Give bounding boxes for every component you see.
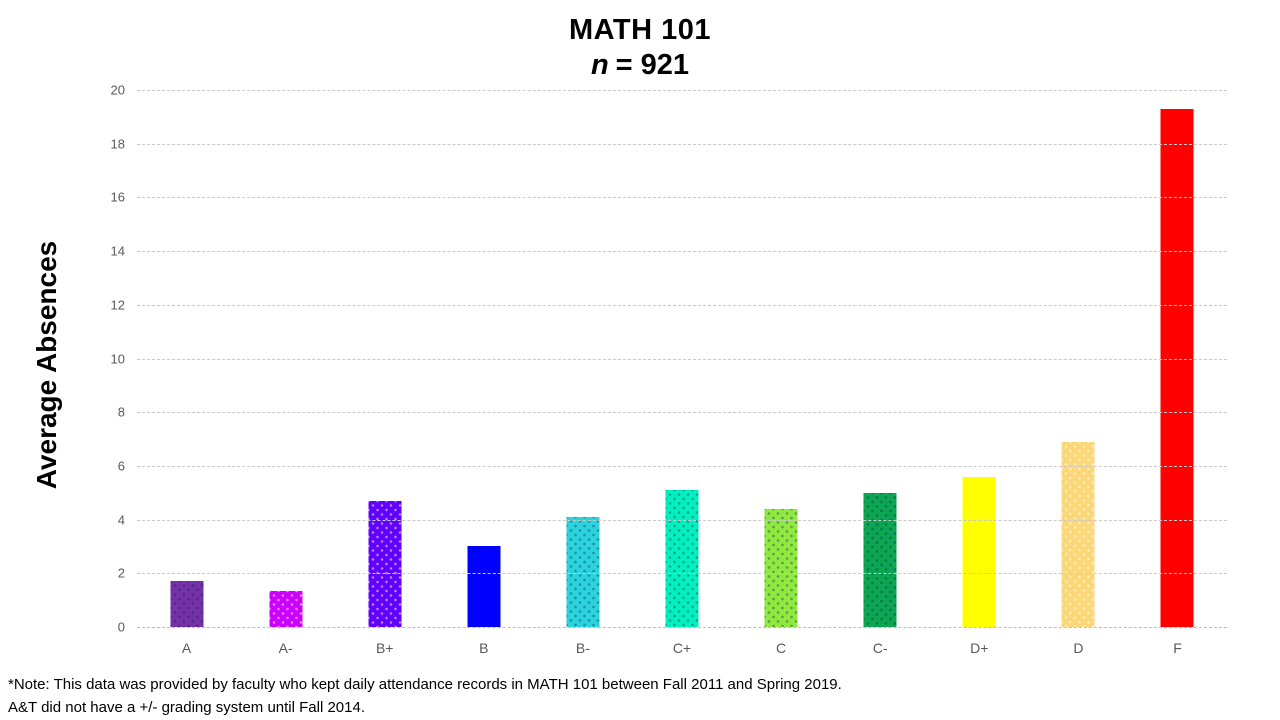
- x-axis-tick-label: D+: [970, 640, 989, 656]
- y-axis-tick-label: 20: [110, 82, 125, 98]
- category-slot: C: [732, 90, 831, 656]
- bar-bplus: [368, 500, 402, 627]
- bar-aminus: [269, 590, 303, 627]
- category-slot: C-: [831, 90, 930, 656]
- chart-title-block: MATH 101 n = 921: [0, 12, 1280, 82]
- bar-a: [170, 581, 204, 627]
- x-axis-tick-label: A: [181, 640, 192, 656]
- footnote: *Note: This data was provided by faculty…: [8, 673, 842, 719]
- category-slot: D+: [930, 90, 1029, 656]
- bar-dplus: [962, 476, 996, 627]
- gridline: [137, 412, 1227, 414]
- y-axis-tick-label: 16: [110, 189, 125, 205]
- chart-title: MATH 101: [568, 14, 712, 46]
- category-slot: B-: [533, 90, 632, 656]
- y-axis-tick-label: 18: [110, 136, 125, 152]
- x-axis-tick-label: B-: [575, 640, 590, 656]
- y-axis-tick-label: 8: [117, 404, 125, 420]
- x-axis-tick-label: C: [776, 640, 787, 656]
- bar-d: [1061, 441, 1095, 627]
- gridline: [137, 519, 1227, 521]
- x-axis-tick-label: F: [1173, 640, 1182, 656]
- bar-cminus: [863, 492, 897, 627]
- gridline: [137, 573, 1227, 575]
- bars-container: A A- B+ B B- C+ C C- D+ D F: [137, 90, 1227, 656]
- y-axis-tick-label: 14: [110, 243, 125, 259]
- footnote-line-2: A&T did not have a +/- grading system un…: [8, 699, 366, 716]
- y-axis-tick-label: 2: [117, 565, 125, 581]
- gridline: [137, 304, 1227, 306]
- footnote-line-1: *Note: This data was provided by faculty…: [8, 676, 842, 693]
- chart-subtitle-n: n: [590, 49, 609, 81]
- gridline: [137, 197, 1227, 199]
- y-axis-tick-label: 4: [117, 512, 125, 528]
- x-axis-tick-label: D: [1073, 640, 1084, 656]
- x-axis-tick-label: B+: [375, 640, 394, 656]
- x-axis-tick-label: A-: [278, 640, 293, 656]
- category-slot: A: [137, 90, 236, 656]
- category-slot: A-: [236, 90, 335, 656]
- bar-c: [764, 508, 798, 627]
- category-slot: D: [1029, 90, 1128, 656]
- gridline: [137, 251, 1227, 253]
- y-axis-tick-label: 10: [110, 351, 125, 366]
- category-slot: F: [1128, 90, 1227, 656]
- category-slot: B+: [335, 90, 434, 656]
- bar-b: [467, 546, 501, 627]
- plot-area: A A- B+ B B- C+ C C- D+ D F 0 2 4 6 8 10 12 14 16 18 20: [111, 83, 1227, 656]
- y-axis-tick-label: 0: [117, 619, 125, 635]
- x-axis-tick-label: C-: [872, 640, 888, 656]
- category-slot: C+: [632, 90, 731, 656]
- x-axis-tick-label: B: [479, 640, 489, 656]
- category-slot: B: [434, 90, 533, 656]
- gridline: [137, 90, 1227, 91]
- y-axis-tick-label: 6: [117, 458, 125, 474]
- y-axis-title: Average Absences: [31, 240, 62, 490]
- x-axis-baseline: [137, 627, 1227, 628]
- chart-subtitle-value: = 921: [615, 49, 690, 81]
- y-axis-tick-label: 12: [110, 297, 125, 313]
- x-axis-tick-label: C+: [672, 640, 692, 656]
- chart-subtitle: n = 921: [0, 48, 1280, 82]
- bar-cplus: [665, 490, 699, 627]
- gridline: [137, 358, 1227, 360]
- gridline: [137, 143, 1227, 145]
- gridline: [137, 465, 1227, 467]
- bar-f: [1160, 108, 1194, 627]
- bar-bminus: [566, 516, 600, 627]
